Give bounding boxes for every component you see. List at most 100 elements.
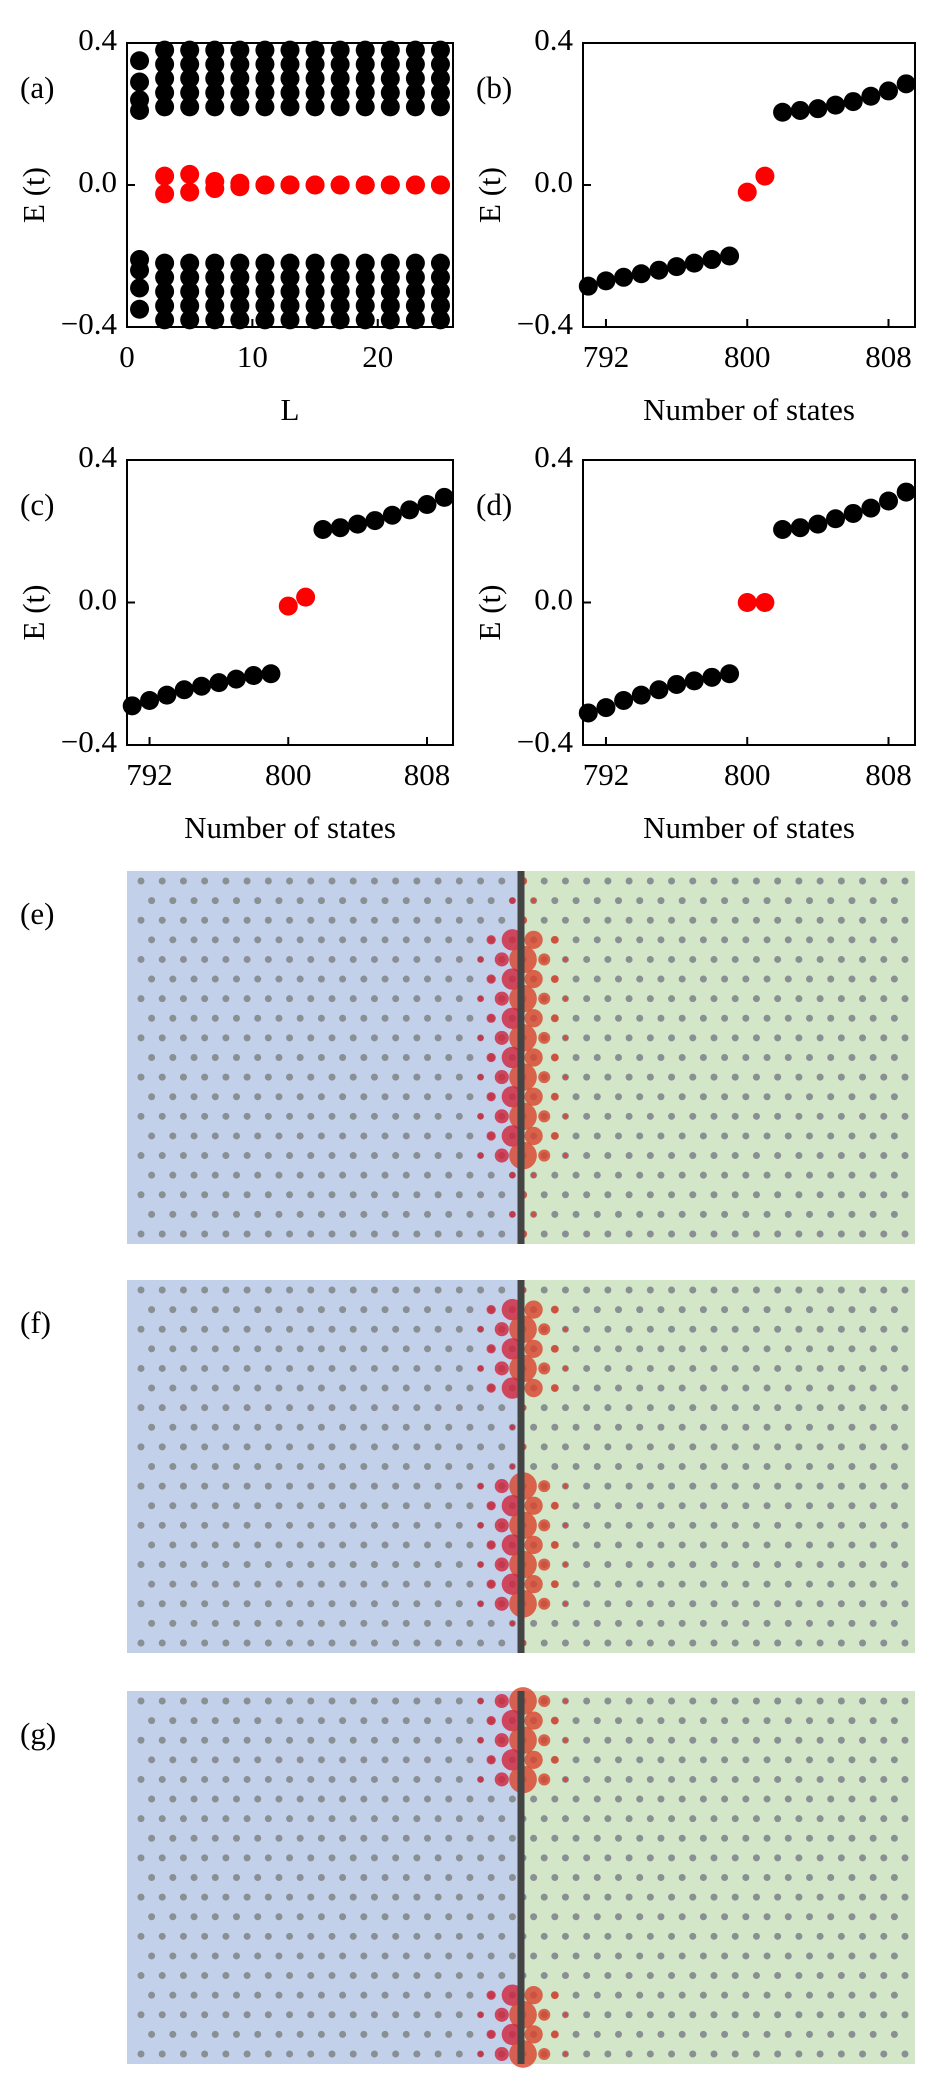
site <box>721 1132 729 1140</box>
site <box>859 2011 867 2019</box>
site <box>392 1932 400 1940</box>
density <box>562 1035 569 1041</box>
site <box>583 1521 591 1529</box>
site <box>880 1443 888 1451</box>
site <box>158 1854 166 1862</box>
site <box>859 916 867 924</box>
site <box>774 1561 782 1569</box>
site <box>742 1054 750 1061</box>
site <box>816 1230 824 1238</box>
site <box>307 1854 315 1862</box>
site <box>402 1014 410 1022</box>
site <box>328 955 336 963</box>
point <box>180 310 200 330</box>
site <box>179 1561 187 1569</box>
site <box>859 955 867 963</box>
site <box>370 1230 378 1238</box>
site <box>710 1932 718 1940</box>
site <box>424 1384 431 1392</box>
site <box>551 1171 559 1179</box>
site <box>668 877 676 885</box>
site <box>275 1093 283 1101</box>
panel-label: (f) <box>20 1305 51 1340</box>
site <box>424 1619 431 1627</box>
site <box>445 2030 453 2038</box>
site <box>880 877 888 885</box>
site <box>211 1132 219 1140</box>
site <box>572 897 580 905</box>
site <box>381 1717 389 1725</box>
plot <box>130 40 450 330</box>
site <box>604 1561 612 1569</box>
site <box>169 1952 177 1960</box>
site <box>434 1697 442 1705</box>
site <box>657 1171 665 1179</box>
site <box>445 1834 453 1842</box>
site <box>583 1815 591 1823</box>
site <box>243 955 251 963</box>
site <box>742 1991 750 1999</box>
site <box>179 1932 187 1940</box>
site <box>222 1152 230 1160</box>
site <box>721 1717 729 1725</box>
site <box>816 1932 824 1940</box>
site <box>774 1034 782 1042</box>
site <box>604 1736 612 1744</box>
site <box>869 1795 877 1803</box>
site <box>816 955 824 963</box>
site <box>731 1854 739 1862</box>
x-tick-label: 792 <box>126 757 173 792</box>
site <box>317 1384 325 1392</box>
density <box>524 1535 543 1555</box>
site <box>837 1893 845 1901</box>
site <box>222 1932 230 1940</box>
site <box>742 1952 750 1960</box>
site <box>455 1443 463 1451</box>
site <box>752 877 760 885</box>
site <box>848 1093 856 1101</box>
site <box>731 1600 739 1608</box>
site <box>583 1191 591 1199</box>
site <box>222 1112 230 1120</box>
site <box>477 1815 485 1823</box>
density <box>538 1149 551 1162</box>
site <box>689 1561 697 1569</box>
point <box>380 282 400 301</box>
site <box>296 1580 304 1588</box>
site <box>233 1502 240 1510</box>
point <box>261 664 281 684</box>
site <box>657 1210 665 1218</box>
site <box>328 1521 336 1529</box>
site <box>286 1482 294 1490</box>
site <box>328 1893 336 1901</box>
site <box>561 1404 569 1412</box>
site <box>445 936 453 944</box>
site <box>540 916 548 924</box>
density <box>477 1737 484 1744</box>
site <box>339 1132 347 1140</box>
site <box>455 1191 463 1199</box>
site <box>243 1600 251 1608</box>
site <box>752 1325 760 1333</box>
site <box>540 1443 548 1451</box>
site <box>233 1874 240 1881</box>
density <box>550 1131 559 1140</box>
point <box>879 491 899 511</box>
site <box>699 1619 707 1627</box>
site <box>795 1443 803 1451</box>
site <box>593 1952 601 1960</box>
site <box>424 1306 431 1314</box>
site <box>806 1132 813 1140</box>
site <box>752 1286 760 1294</box>
site <box>816 1697 824 1705</box>
y-tick-label: 0.4 <box>78 22 117 57</box>
site <box>816 1034 824 1042</box>
y-tick-label: 0.4 <box>78 439 117 474</box>
site <box>572 1717 580 1725</box>
site <box>455 1034 463 1042</box>
site <box>477 916 485 924</box>
site <box>233 1952 240 1960</box>
site <box>381 1054 389 1061</box>
site <box>508 1952 516 1960</box>
site <box>137 1404 145 1412</box>
